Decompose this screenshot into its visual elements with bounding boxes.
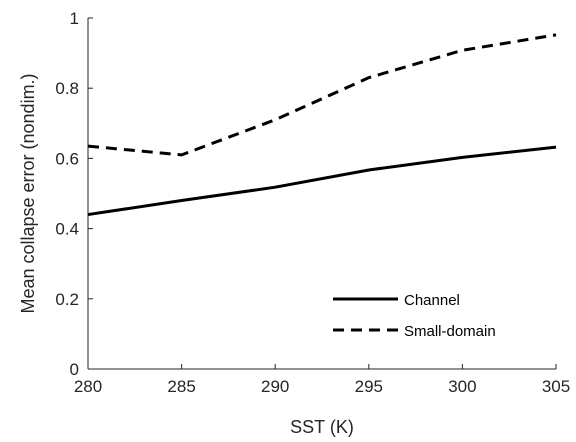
legend-label-small-domain: Small-domain	[404, 323, 496, 340]
legend: Channel Small-domain	[333, 292, 496, 340]
x-tick-label: 305	[542, 377, 570, 396]
y-tick-label: 0.8	[55, 79, 79, 98]
x-tick-label: 300	[448, 377, 476, 396]
series-lines	[87, 33, 557, 217]
x-tick-label: 280	[74, 377, 102, 396]
legend-label-channel: Channel	[404, 292, 460, 309]
y-tick-label: 0.6	[55, 149, 79, 168]
plot-background	[88, 18, 556, 369]
series-line-channel	[87, 145, 557, 217]
plot-area	[87, 18, 556, 370]
y-ticks: 0 0.2 0.4 0.6 0.8 1	[55, 9, 93, 379]
y-tick-label: 0	[70, 360, 79, 379]
y-tick-label: 0.4	[55, 220, 79, 239]
series-line-small-domain	[87, 33, 557, 157]
y-axis-label: Mean collapse error (nondim.)	[18, 73, 38, 313]
y-tick-label: 0.2	[55, 290, 79, 309]
y-tick-label: 1	[70, 9, 79, 28]
x-tick-label: 285	[167, 377, 195, 396]
x-tick-label: 295	[355, 377, 383, 396]
x-tick-label: 290	[261, 377, 289, 396]
x-axis-label: SST (K)	[290, 417, 354, 437]
x-ticks: 280 285 290 295 300 305	[74, 364, 570, 396]
